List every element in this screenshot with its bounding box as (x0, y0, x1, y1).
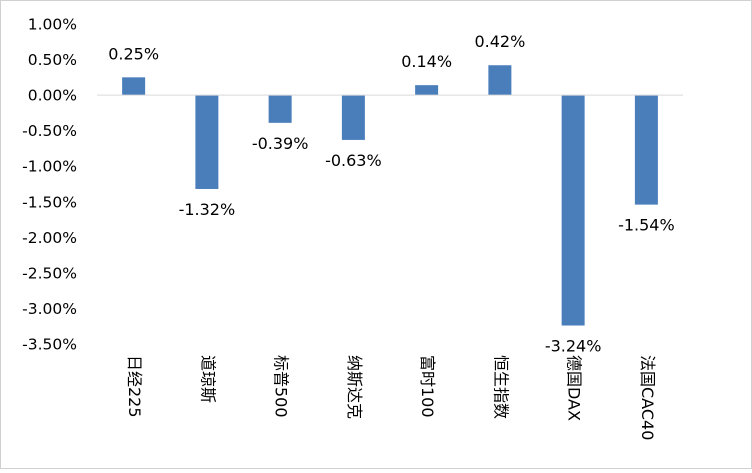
data-label: 0.14% (401, 52, 452, 71)
y-tick-label: -1.50% (22, 193, 77, 211)
bar-series (122, 65, 658, 326)
y-tick-label: 0.00% (28, 87, 77, 105)
y-tick-label: -1.00% (22, 158, 77, 176)
data-labels: 0.25% -1.32% -0.39% -0.63% 0.14% 0.42% -3.24% -… (108, 32, 674, 355)
bar (561, 95, 585, 326)
data-label: -0.39% (252, 134, 309, 153)
x-axis-ticks: 日经225 道琼斯 标普500 纳斯达克 富时100 恒生指数 德国DAX 法国CAC40 (125, 355, 657, 440)
data-label: -0.63% (325, 151, 382, 170)
x-tick-label: 纳斯达克 (345, 355, 364, 419)
data-label: 0.25% (108, 44, 159, 63)
data-label: 0.42% (474, 32, 525, 51)
data-label: -3.24% (545, 337, 602, 356)
data-label: -1.32% (179, 200, 236, 219)
y-tick-label: 1.00% (28, 16, 77, 34)
bar (488, 65, 512, 96)
bar (268, 95, 292, 123)
x-tick-label: 标普500 (272, 355, 291, 418)
x-tick-label: 富时100 (418, 355, 437, 418)
x-tick-label: 法国CAC40 (638, 355, 657, 440)
bar (415, 85, 439, 96)
bar (122, 77, 146, 96)
x-tick-label: 日经225 (125, 355, 144, 418)
y-tick-label: -3.50% (22, 336, 77, 354)
y-tick-label: 0.50% (28, 51, 77, 69)
data-label: -1.54% (618, 216, 675, 235)
bar (195, 95, 219, 189)
bar (634, 95, 658, 205)
x-tick-label: 德国DAX (565, 355, 584, 421)
y-axis-ticks: 1.00% 0.50% 0.00% -0.50% -1.00% -1.50% -2.00% -… (22, 16, 77, 354)
x-tick-label: 道琼斯 (198, 355, 217, 403)
x-tick-label: 恒生指数 (491, 355, 510, 419)
bar (341, 95, 365, 140)
y-tick-label: -2.50% (22, 264, 77, 282)
y-tick-label: -0.50% (22, 122, 77, 140)
y-tick-label: -3.00% (22, 300, 77, 318)
y-tick-label: -2.00% (22, 229, 77, 247)
